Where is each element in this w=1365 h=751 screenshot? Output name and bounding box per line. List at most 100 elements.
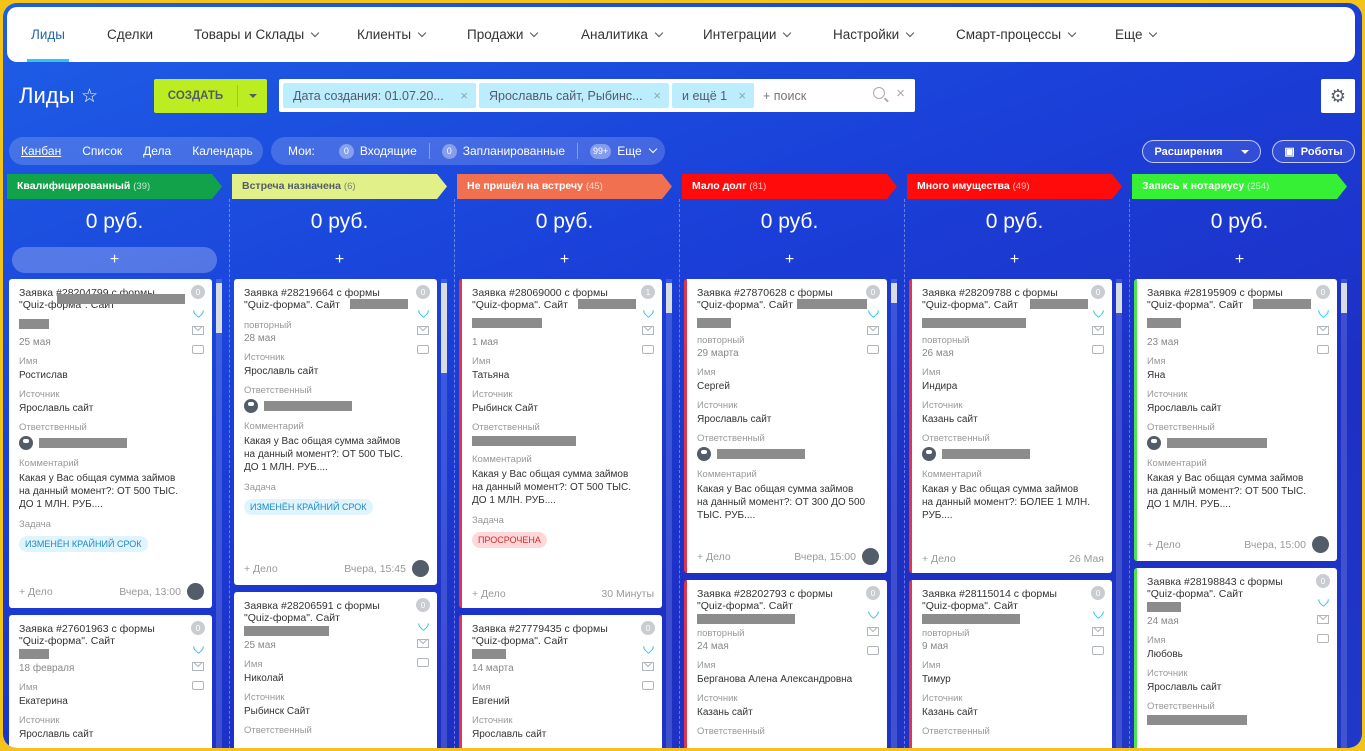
- close-icon[interactable]: ×: [896, 85, 905, 102]
- column-header[interactable]: Много имущества (49): [907, 174, 1122, 199]
- chat-icon[interactable]: [867, 646, 879, 655]
- responsible-user[interactable]: [697, 447, 887, 461]
- filter-search-box[interactable]: Дата создания: 01.07.20... × Ярославль са…: [279, 79, 915, 112]
- add-lead-button[interactable]: +: [1234, 251, 1245, 268]
- mail-icon[interactable]: [1092, 627, 1104, 636]
- add-lead-button[interactable]: +: [334, 251, 345, 268]
- lead-card[interactable]: Заявка #28206591 с формы "Quiz-форма". С…: [234, 592, 437, 748]
- add-lead-button[interactable]: +: [784, 251, 795, 268]
- chat-icon[interactable]: [867, 345, 879, 354]
- phone-icon[interactable]: [190, 302, 206, 319]
- column-header[interactable]: Квалифицированный (39): [7, 174, 222, 199]
- avatar[interactable]: [1312, 536, 1329, 553]
- view-list[interactable]: Список: [82, 144, 123, 158]
- chat-icon[interactable]: [1317, 345, 1329, 354]
- add-lead-button[interactable]: +: [559, 251, 570, 268]
- lead-card[interactable]: Заявка #27779435 с формы "Quiz-форма". С…: [459, 615, 662, 748]
- avatar[interactable]: [412, 560, 429, 577]
- add-activity-link[interactable]: + Дело: [922, 553, 956, 565]
- star-icon[interactable]: ☆: [81, 86, 99, 107]
- nav-item-integrations[interactable]: Интеграции: [703, 7, 792, 62]
- chat-icon[interactable]: [1317, 634, 1329, 643]
- close-icon[interactable]: ×: [738, 88, 746, 103]
- phone-icon[interactable]: [865, 302, 881, 319]
- card-title[interactable]: Заявка #28198843 с формы "Quiz-форма". С…: [1147, 576, 1283, 600]
- robots-button[interactable]: ▣ Роботы: [1272, 140, 1355, 163]
- mail-icon[interactable]: [417, 326, 429, 335]
- create-button[interactable]: СОЗДАТЬ: [154, 79, 267, 113]
- phone-icon[interactable]: [415, 302, 431, 319]
- counter-planned[interactable]: Запланированные: [462, 144, 565, 158]
- chat-icon[interactable]: [1092, 646, 1104, 655]
- lead-card[interactable]: Заявка #28219664 с формы "Quiz-форма". С…: [234, 279, 437, 585]
- add-activity-link[interactable]: + Дело: [1147, 538, 1181, 551]
- mail-icon[interactable]: [642, 326, 654, 335]
- search-icon[interactable]: [873, 87, 885, 99]
- nav-item-deals[interactable]: Сделки: [107, 7, 153, 62]
- responsible-user[interactable]: [244, 399, 437, 413]
- nav-item-more[interactable]: Еще: [1115, 7, 1158, 62]
- filter-chip[interactable]: Дата создания: 01.07.20... ×: [283, 83, 476, 108]
- counter-more[interactable]: Еще: [617, 144, 642, 158]
- scrollbar[interactable]: [216, 279, 222, 748]
- chat-icon[interactable]: [192, 345, 204, 354]
- add-lead-button[interactable]: +: [1009, 251, 1020, 268]
- chat-icon[interactable]: [642, 345, 654, 354]
- scrollbar-thumb[interactable]: [1116, 283, 1122, 313]
- avatar[interactable]: [187, 583, 204, 600]
- add-lead-button[interactable]: +: [12, 247, 217, 273]
- column-header[interactable]: Встреча назначена (6): [232, 174, 447, 199]
- card-title[interactable]: Заявка #28202793 с формы "Quiz-форма". С…: [697, 588, 833, 612]
- scrollbar-thumb[interactable]: [666, 283, 672, 313]
- mail-icon[interactable]: [192, 326, 204, 335]
- nav-item-analytics[interactable]: Аналитика: [581, 7, 664, 62]
- close-icon[interactable]: ×: [653, 88, 661, 103]
- add-activity-link[interactable]: + Дело: [19, 585, 53, 598]
- card-title[interactable]: Заявка #28069000 с формы "Quiz-форма". С…: [472, 287, 608, 311]
- add-activity-link[interactable]: + Дело: [244, 562, 278, 575]
- chat-icon[interactable]: [642, 681, 654, 690]
- nav-item-leads[interactable]: Лиды: [27, 7, 69, 62]
- nav-item-settings[interactable]: Настройки: [833, 7, 915, 62]
- phone-icon[interactable]: [415, 615, 431, 632]
- card-title[interactable]: Заявка #28206591 с формы "Quiz-форма". С…: [244, 600, 380, 624]
- add-activity-link[interactable]: + Дело: [697, 550, 731, 563]
- card-title[interactable]: Заявка #28219664 с формы "Quiz-форма". С…: [244, 287, 380, 311]
- lead-card[interactable]: Заявка #28195909 с формы "Quiz-форма". С…: [1134, 279, 1337, 561]
- scrollbar-thumb[interactable]: [1341, 283, 1347, 313]
- scrollbar-thumb[interactable]: [441, 283, 447, 373]
- card-title[interactable]: Заявка #28115014 с формы "Quiz-форма". С…: [922, 588, 1057, 612]
- mail-icon[interactable]: [417, 639, 429, 648]
- column-header[interactable]: Мало долг (81): [682, 174, 897, 199]
- nav-item-goods[interactable]: Товары и Склады: [194, 7, 320, 62]
- chat-icon[interactable]: [417, 658, 429, 667]
- settings-button[interactable]: ⚙: [1321, 79, 1355, 113]
- card-title[interactable]: Заявка #28209788 с формы "Quiz-форма". С…: [922, 287, 1058, 311]
- phone-icon[interactable]: [190, 638, 206, 655]
- lead-card[interactable]: Заявка #27870628 с формы "Quiz-форма". С…: [684, 279, 887, 573]
- lead-card[interactable]: Заявка #27601963 с формы "Quiz-форма". С…: [9, 615, 212, 748]
- mail-icon[interactable]: [642, 662, 654, 671]
- responsible-user[interactable]: [19, 436, 212, 450]
- view-kanban[interactable]: Канбан: [21, 144, 62, 158]
- mail-icon[interactable]: [867, 326, 879, 335]
- extensions-button[interactable]: Расширения: [1142, 140, 1261, 163]
- scrollbar[interactable]: [1116, 279, 1122, 748]
- search-input[interactable]: [763, 88, 873, 103]
- view-calendar[interactable]: Календарь: [192, 144, 253, 158]
- phone-icon[interactable]: [640, 638, 656, 655]
- lead-card[interactable]: Заявка #28115014 с формы "Quiz-форма". С…: [909, 580, 1112, 748]
- chat-icon[interactable]: [192, 681, 204, 690]
- mail-icon[interactable]: [867, 627, 879, 636]
- card-title[interactable]: Заявка #27779435 с формы "Quiz-форма". С…: [472, 623, 608, 647]
- lead-card[interactable]: Заявка #28198843 с формы "Quiz-форма". С…: [1134, 568, 1337, 748]
- scrollbar[interactable]: [441, 279, 447, 748]
- close-icon[interactable]: ×: [460, 88, 468, 103]
- lead-card[interactable]: Заявка #28202793 с формы "Quiz-форма". С…: [684, 580, 887, 748]
- column-header[interactable]: Не пришёл на встречу (45): [457, 174, 672, 199]
- phone-icon[interactable]: [1315, 591, 1331, 608]
- nav-item-sales[interactable]: Продажи: [467, 7, 539, 62]
- mail-icon[interactable]: [1317, 615, 1329, 624]
- view-activities[interactable]: Дела: [143, 144, 172, 158]
- counter-incoming[interactable]: Входящие: [359, 144, 417, 158]
